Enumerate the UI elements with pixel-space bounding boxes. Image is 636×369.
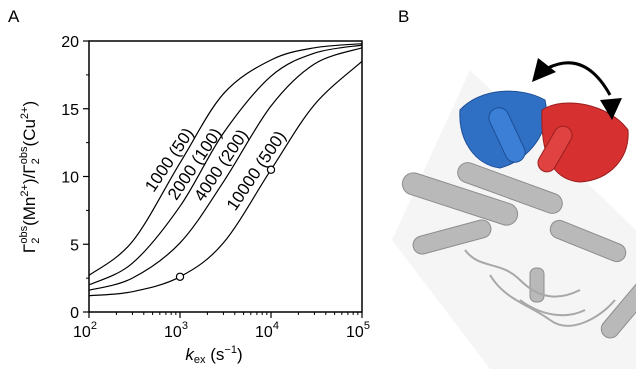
plot-frame bbox=[88, 40, 363, 313]
y-axis-label: Γ2obs(Mn2+)/Γ2obs(Cu2+) bbox=[18, 101, 42, 253]
x-axis-label: kex (s−1) bbox=[185, 344, 242, 366]
markers bbox=[175, 165, 276, 281]
series-line bbox=[88, 47, 363, 291]
y-tick-label: 10 bbox=[61, 170, 79, 187]
y-tick-label: 20 bbox=[61, 34, 79, 51]
panel-label-b: B bbox=[398, 7, 409, 26]
chart-panel-a: 1000 (50)2000 (100)4000 (200)10000 (500)… bbox=[18, 34, 370, 366]
series-line bbox=[88, 43, 363, 276]
red-domain bbox=[537, 102, 629, 183]
y-ticks: 0 5 10 15 20 bbox=[61, 34, 89, 322]
arrow-head-left bbox=[532, 58, 556, 82]
y-tick-label: 5 bbox=[70, 237, 79, 254]
series-line bbox=[88, 44, 363, 286]
x-tick-label: 103 bbox=[164, 320, 188, 341]
x-ticks: 102 103 104 105 bbox=[73, 312, 370, 341]
grey-loops bbox=[464, 249, 616, 327]
protein-structure-image bbox=[392, 58, 636, 369]
x-tick-label: 105 bbox=[346, 320, 370, 341]
grey-helices bbox=[401, 162, 636, 339]
y-tick-label: 0 bbox=[70, 305, 79, 322]
marker-point bbox=[266, 165, 276, 174]
series-line bbox=[88, 60, 363, 297]
curves bbox=[88, 43, 363, 297]
rotation-arrow bbox=[547, 61, 612, 96]
x-tick-label: 104 bbox=[255, 320, 279, 341]
arrow-head-right bbox=[600, 98, 622, 120]
panel-label-a: A bbox=[8, 7, 20, 26]
x-tick-label: 102 bbox=[73, 320, 97, 341]
y-tick-label: 15 bbox=[61, 102, 79, 119]
marker-point bbox=[175, 272, 185, 281]
blue-domain bbox=[459, 90, 547, 169]
